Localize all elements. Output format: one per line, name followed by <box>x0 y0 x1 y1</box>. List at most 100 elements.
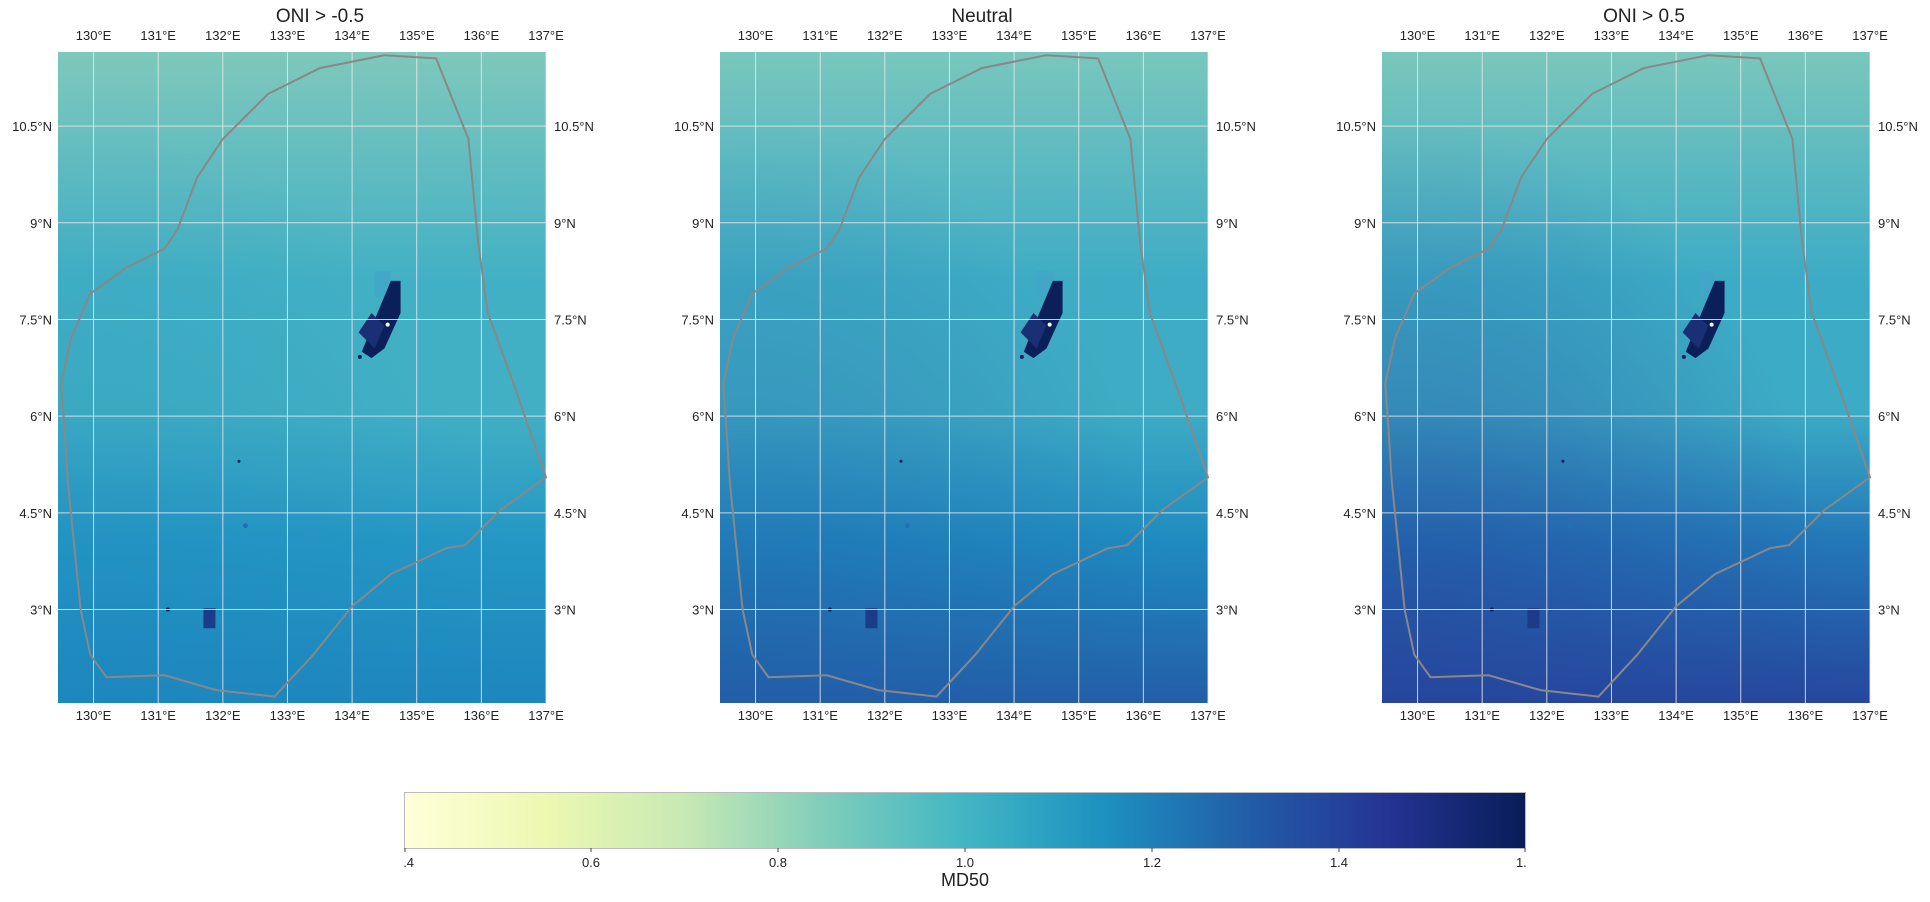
colorbar: 0.4 0.6 0.8 1.0 1.2 1.4 1.6 MD50 <box>396 792 1534 902</box>
lon-tick-label-top: 130°E <box>738 28 774 43</box>
colorbar-tick-label: 0.4 <box>404 855 414 870</box>
panel-title: ONI > -0.5 <box>275 6 365 27</box>
map-panel-oni-negative: ONI > -0.5 130°E 130°E 131°E 131°E 132°E 132°… <box>0 0 640 740</box>
lon-tick-label-top: 133°E <box>932 28 968 43</box>
lon-tick-label-bottom: 136°E <box>1126 708 1162 723</box>
lon-tick-label-bottom: 133°E <box>270 708 306 723</box>
lon-tick-label-top: 135°E <box>399 28 435 43</box>
colorbar-tick-label: 1.2 <box>1143 855 1161 870</box>
lon-tick-label-top: 131°E <box>140 28 176 43</box>
map-plot: 130°E 130°E 131°E 131°E 132°E 132°E 133°E 133°E… <box>674 28 1256 723</box>
lat-tick-label-left: 6°N <box>692 409 714 424</box>
lon-tick-label-bottom: 132°E <box>205 708 241 723</box>
lat-tick-label-right: 4.5°N <box>1878 506 1911 521</box>
lon-tick-label-bottom: 131°E <box>802 708 838 723</box>
lon-tick-label-bottom: 132°E <box>867 708 903 723</box>
lat-tick-label-left: 7.5°N <box>681 312 714 327</box>
lon-tick-label-top: 135°E <box>1723 28 1759 43</box>
lat-tick-label-right: 3°N <box>554 603 576 618</box>
colorbar-tick-label: 1.6 <box>1516 855 1526 870</box>
lon-tick-label-bottom: 133°E <box>932 708 968 723</box>
lat-tick-label-right: 3°N <box>1216 603 1238 618</box>
lon-tick-label-bottom: 135°E <box>1061 708 1097 723</box>
island-shoals <box>827 271 1063 629</box>
lon-tick-label-top: 132°E <box>205 28 241 43</box>
lat-tick-label-right: 9°N <box>1216 216 1238 231</box>
lon-tick-label-bottom: 137°E <box>528 708 564 723</box>
map-panel-oni-positive: ONI > 0.5 130°E 130°E 131°E 131°E 132°E 132°E… <box>1324 0 1930 740</box>
lat-tick-label-left: 3°N <box>30 603 52 618</box>
lat-tick-label-right: 7.5°N <box>1216 312 1249 327</box>
lat-tick-label-right: 10.5°N <box>554 119 594 134</box>
lat-tick-label-right: 6°N <box>1216 409 1238 424</box>
lon-tick-label-top: 136°E <box>464 28 500 43</box>
lat-tick-label-left: 6°N <box>1354 409 1376 424</box>
lon-tick-label-bottom: 137°E <box>1190 708 1226 723</box>
colorbar-tick-label: 0.6 <box>582 855 600 870</box>
lat-tick-label-right: 10.5°N <box>1878 119 1918 134</box>
lon-tick-label-top: 133°E <box>1594 28 1630 43</box>
lon-tick-label-bottom: 131°E <box>140 708 176 723</box>
colorbar-tick-label: 1.0 <box>956 855 974 870</box>
lat-tick-label-left: 4.5°N <box>19 506 52 521</box>
lon-tick-label-top: 135°E <box>1061 28 1097 43</box>
lat-tick-label-right: 6°N <box>1878 409 1900 424</box>
lat-tick-label-left: 3°N <box>692 603 714 618</box>
lat-tick-label-right: 9°N <box>554 216 576 231</box>
lat-tick-label-left: 10.5°N <box>12 119 52 134</box>
gridlines <box>1382 52 1871 703</box>
lon-tick-label-top: 132°E <box>1529 28 1565 43</box>
lat-tick-label-left: 7.5°N <box>1343 312 1376 327</box>
lat-tick-label-right: 7.5°N <box>1878 312 1911 327</box>
panel-title: ONI > 0.5 <box>1603 6 1685 27</box>
lat-tick-label-left: 4.5°N <box>681 506 714 521</box>
gridlines <box>58 52 547 703</box>
data-field-shade <box>720 52 1208 703</box>
lon-tick-label-top: 131°E <box>802 28 838 43</box>
lon-tick-label-bottom: 137°E <box>1852 708 1888 723</box>
lon-tick-label-bottom: 130°E <box>738 708 774 723</box>
eez-boundary <box>1384 54 1872 698</box>
lon-tick-label-bottom: 134°E <box>334 708 370 723</box>
lat-tick-label-left: 9°N <box>30 216 52 231</box>
lon-tick-label-bottom: 134°E <box>1658 708 1694 723</box>
eez-boundary <box>722 54 1210 698</box>
lat-tick-label-left: 9°N <box>692 216 714 231</box>
lon-tick-label-bottom: 135°E <box>1723 708 1759 723</box>
lon-tick-label-bottom: 134°E <box>996 708 1032 723</box>
lon-tick-label-bottom: 130°E <box>76 708 112 723</box>
lon-tick-label-bottom: 135°E <box>399 708 435 723</box>
lon-tick-label-top: 130°E <box>76 28 112 43</box>
data-field-shade <box>58 52 546 703</box>
lat-tick-label-right: 4.5°N <box>554 506 587 521</box>
lat-tick-label-right: 7.5°N <box>554 312 587 327</box>
lon-tick-label-top: 137°E <box>528 28 564 43</box>
data-field-shade <box>1382 52 1870 703</box>
colorbar-scale: 0.4 0.6 0.8 1.0 1.2 1.4 1.6 <box>396 792 1534 870</box>
lon-tick-label-bottom: 130°E <box>1400 708 1436 723</box>
map-plot: 130°E 130°E 131°E 131°E 132°E 132°E 133°E 133°E… <box>12 28 594 723</box>
panel-title: Neutral <box>951 6 1013 27</box>
lat-tick-label-left: 9°N <box>1354 216 1376 231</box>
colorbar-ramp <box>404 792 1526 849</box>
lat-tick-label-left: 6°N <box>30 409 52 424</box>
colorbar-label: MD50 <box>940 870 989 890</box>
lon-tick-label-top: 131°E <box>1464 28 1500 43</box>
lon-tick-label-top: 133°E <box>270 28 306 43</box>
gridlines <box>720 52 1209 703</box>
map-plot: 130°E 130°E 131°E 131°E 132°E 132°E 133°E 133°E… <box>1336 28 1918 723</box>
lon-tick-label-bottom: 132°E <box>1529 708 1565 723</box>
lat-tick-label-left: 3°N <box>1354 603 1376 618</box>
lat-tick-label-left: 10.5°N <box>674 119 714 134</box>
lat-tick-label-left: 10.5°N <box>1336 119 1376 134</box>
lon-tick-label-top: 134°E <box>334 28 370 43</box>
lat-tick-label-right: 6°N <box>554 409 576 424</box>
lat-tick-label-left: 4.5°N <box>1343 506 1376 521</box>
lon-tick-label-top: 136°E <box>1126 28 1162 43</box>
lon-tick-label-top: 134°E <box>996 28 1032 43</box>
lat-tick-label-right: 9°N <box>1878 216 1900 231</box>
lon-tick-label-top: 137°E <box>1852 28 1888 43</box>
lon-tick-label-top: 132°E <box>867 28 903 43</box>
lon-tick-label-bottom: 136°E <box>1788 708 1824 723</box>
lon-tick-label-bottom: 136°E <box>464 708 500 723</box>
